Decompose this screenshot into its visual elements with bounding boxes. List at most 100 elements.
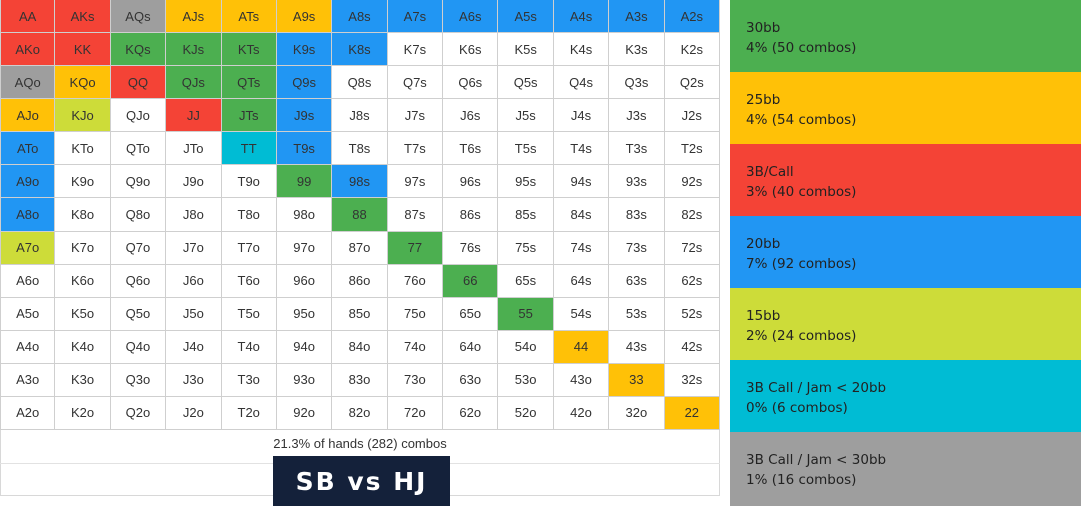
hand-cell[interactable]: A7s xyxy=(387,0,444,34)
hand-cell[interactable]: 75o xyxy=(387,297,444,331)
hand-cell[interactable]: 98o xyxy=(276,198,333,232)
hand-cell[interactable]: AQs xyxy=(110,0,167,34)
hand-cell[interactable]: J7s xyxy=(387,99,444,133)
hand-cell[interactable]: A4o xyxy=(0,330,56,364)
hand-cell[interactable]: J2o xyxy=(166,396,222,430)
hand-cell[interactable]: KK xyxy=(55,33,111,67)
hand-cell[interactable]: 64o xyxy=(443,330,499,364)
hand-cell[interactable]: 66 xyxy=(443,264,499,298)
hand-cell[interactable]: 53o xyxy=(498,363,554,397)
hand-cell[interactable]: 44 xyxy=(553,330,610,364)
hand-cell[interactable]: Q2s xyxy=(664,66,720,100)
hand-cell[interactable]: 94s xyxy=(553,165,610,199)
hand-cell[interactable]: 76s xyxy=(443,231,499,265)
hand-cell[interactable]: A9s xyxy=(276,0,333,34)
legend-item[interactable]: 30bb 4% (50 combos) xyxy=(730,0,1081,72)
hand-cell[interactable]: Q8o xyxy=(110,198,167,232)
hand-cell[interactable]: 62o xyxy=(443,396,499,430)
hand-cell[interactable]: Q7o xyxy=(110,231,167,265)
hand-cell[interactable]: AA xyxy=(0,0,56,34)
hand-cell[interactable]: A6s xyxy=(443,0,499,34)
hand-cell[interactable]: T2o xyxy=(221,396,277,430)
hand-cell[interactable]: 95s xyxy=(498,165,554,199)
hand-cell[interactable]: T8s xyxy=(332,132,388,166)
hand-cell[interactable]: Q9o xyxy=(110,165,167,199)
hand-cell[interactable]: QJs xyxy=(166,66,222,100)
hand-cell[interactable]: TT xyxy=(221,132,277,166)
hand-cell[interactable]: 63s xyxy=(609,264,665,298)
hand-cell[interactable]: 87s xyxy=(387,198,444,232)
legend-item[interactable]: 3B/Call 3% (40 combos) xyxy=(730,144,1081,216)
hand-cell[interactable]: 55 xyxy=(498,297,554,331)
hand-cell[interactable]: 42o xyxy=(553,396,610,430)
hand-cell[interactable]: Q2o xyxy=(110,396,167,430)
hand-cell[interactable]: Q4o xyxy=(110,330,167,364)
hand-cell[interactable]: A6o xyxy=(0,264,56,298)
hand-cell[interactable]: ATs xyxy=(221,0,277,34)
hand-cell[interactable]: QQ xyxy=(110,66,167,100)
hand-cell[interactable]: T7o xyxy=(221,231,277,265)
legend-item[interactable]: 15bb 2% (24 combos) xyxy=(730,288,1081,360)
hand-cell[interactable]: 32o xyxy=(609,396,665,430)
hand-cell[interactable]: K3o xyxy=(55,363,111,397)
hand-cell[interactable]: K4o xyxy=(55,330,111,364)
hand-cell[interactable]: 65s xyxy=(498,264,554,298)
hand-cell[interactable]: K7o xyxy=(55,231,111,265)
hand-cell[interactable]: 64s xyxy=(553,264,610,298)
hand-cell[interactable]: ATo xyxy=(0,132,56,166)
hand-cell[interactable]: Q6o xyxy=(110,264,167,298)
hand-cell[interactable]: 32s xyxy=(664,363,720,397)
legend-item[interactable]: 3B Call / Jam < 20bb 0% (6 combos) xyxy=(730,360,1081,432)
hand-cell[interactable]: A2o xyxy=(0,396,56,430)
hand-cell[interactable]: QTo xyxy=(110,132,167,166)
hand-cell[interactable]: 82s xyxy=(664,198,720,232)
hand-cell[interactable]: 77 xyxy=(387,231,444,265)
hand-cell[interactable]: QJo xyxy=(110,99,167,133)
hand-cell[interactable]: 54s xyxy=(553,297,610,331)
hand-cell[interactable]: 88 xyxy=(332,198,388,232)
hand-cell[interactable]: 98s xyxy=(332,165,388,199)
hand-cell[interactable]: KTs xyxy=(221,33,277,67)
hand-cell[interactable]: 54o xyxy=(498,330,554,364)
hand-cell[interactable]: 43s xyxy=(609,330,665,364)
hand-cell[interactable]: K7s xyxy=(387,33,444,67)
hand-cell[interactable]: T9s xyxy=(276,132,333,166)
hand-cell[interactable]: 74o xyxy=(387,330,444,364)
hand-cell[interactable]: Q6s xyxy=(443,66,499,100)
hand-cell[interactable]: T8o xyxy=(221,198,277,232)
hand-cell[interactable]: T9o xyxy=(221,165,277,199)
hand-cell[interactable]: T4o xyxy=(221,330,277,364)
hand-cell[interactable]: Q4s xyxy=(553,66,610,100)
hand-cell[interactable]: 72s xyxy=(664,231,720,265)
hand-cell[interactable]: T7s xyxy=(387,132,444,166)
hand-cell[interactable]: 33 xyxy=(609,363,665,397)
hand-cell[interactable]: 93s xyxy=(609,165,665,199)
hand-cell[interactable]: A8o xyxy=(0,198,56,232)
hand-cell[interactable]: A5s xyxy=(498,0,554,34)
hand-cell[interactable]: AKs xyxy=(55,0,111,34)
hand-cell[interactable]: 42s xyxy=(664,330,720,364)
hand-cell[interactable]: J8s xyxy=(332,99,388,133)
hand-cell[interactable]: KQs xyxy=(110,33,167,67)
hand-cell[interactable]: K8o xyxy=(55,198,111,232)
hand-cell[interactable]: 52s xyxy=(664,297,720,331)
hand-cell[interactable]: 96o xyxy=(276,264,333,298)
hand-cell[interactable]: 92s xyxy=(664,165,720,199)
hand-cell[interactable]: T4s xyxy=(553,132,610,166)
hand-cell[interactable]: 86o xyxy=(332,264,388,298)
hand-cell[interactable]: 53s xyxy=(609,297,665,331)
hand-cell[interactable]: AKo xyxy=(0,33,56,67)
hand-cell[interactable]: KJs xyxy=(166,33,222,67)
hand-cell[interactable]: 73o xyxy=(387,363,444,397)
hand-cell[interactable]: K2o xyxy=(55,396,111,430)
hand-cell[interactable]: 73s xyxy=(609,231,665,265)
hand-cell[interactable]: A3o xyxy=(0,363,56,397)
hand-cell[interactable]: 63o xyxy=(443,363,499,397)
hand-cell[interactable]: 97o xyxy=(276,231,333,265)
hand-cell[interactable]: AJo xyxy=(0,99,56,133)
hand-cell[interactable]: 65o xyxy=(443,297,499,331)
hand-cell[interactable]: J3s xyxy=(609,99,665,133)
hand-cell[interactable]: J4s xyxy=(553,99,610,133)
legend-item[interactable]: 3B Call / Jam < 30bb 1% (16 combos) xyxy=(730,432,1081,506)
legend-item[interactable]: 25bb 4% (54 combos) xyxy=(730,72,1081,144)
